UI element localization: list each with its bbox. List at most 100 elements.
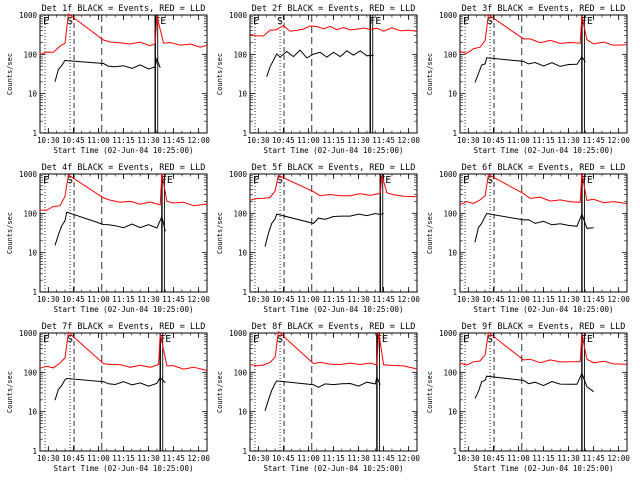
marker-label-e: E: [43, 334, 49, 345]
x-axis-label: Start Time (02-Jun-04 10:25:00): [474, 305, 614, 314]
x-tick-label: 11:15: [112, 454, 135, 463]
marker-label-e: E: [43, 175, 49, 186]
y-tick-label: 1: [452, 447, 457, 456]
x-tick-label: 11:45: [162, 295, 185, 304]
y-tick-label: 100: [233, 368, 247, 377]
x-tick-label: 11:00: [507, 136, 530, 145]
x-tick-label: 12:00: [397, 454, 420, 463]
marker-label-e: E: [43, 16, 49, 27]
x-tick-label: 11:00: [87, 136, 110, 145]
y-tick-label: 10: [238, 90, 248, 99]
plot-frame: [459, 332, 628, 452]
plot-frame: [249, 14, 418, 134]
x-axis-label: Start Time (02-Jun-04 10:25:00): [54, 146, 194, 155]
y-tick-label: 100: [443, 368, 457, 377]
y-axis-label: Counts/sec: [216, 212, 224, 254]
y-tick-label: 100: [233, 209, 247, 218]
x-tick-label: 11:00: [507, 295, 530, 304]
y-axis-label: Counts/sec: [216, 371, 224, 413]
plot-title: Det 5f BLACK = Events, RED = LLD: [252, 163, 416, 173]
x-tick-label: 10:30: [457, 295, 480, 304]
y-tick-label: 10: [238, 408, 248, 417]
lld-series-line: [39, 331, 208, 371]
plot-title: Det 4f BLACK = Events, RED = LLD: [42, 163, 206, 173]
x-tick-label: 10:30: [457, 454, 480, 463]
lld-series-line: [459, 331, 628, 366]
plot-title: Det 8f BLACK = Events, RED = LLD: [252, 322, 416, 332]
x-tick-label: 12:00: [397, 295, 420, 304]
x-tick-label: 11:30: [557, 136, 580, 145]
plot-frame: [39, 14, 208, 134]
x-axis-label: Start Time (02-Jun-04 10:25:00): [54, 464, 194, 473]
marker-label-s: S: [67, 334, 73, 345]
y-tick-label: 1: [32, 447, 37, 456]
marker-label-fe: FE: [376, 334, 388, 345]
y-tick-label: 1000: [439, 329, 458, 338]
x-tick-label: 11:45: [162, 454, 185, 463]
x-tick-label: 11:30: [347, 454, 370, 463]
y-tick-label: 100: [443, 50, 457, 59]
plot-title: Det 2f BLACK = Events, RED = LLD: [252, 4, 416, 14]
x-tick-label: 11:45: [582, 454, 605, 463]
x-tick-label: 12:00: [397, 136, 420, 145]
x-tick-label: 10:30: [247, 454, 270, 463]
x-tick-label: 11:30: [137, 136, 160, 145]
y-tick-label: 10: [238, 249, 248, 258]
x-tick-label: 11:15: [322, 295, 345, 304]
y-tick-label: 10: [28, 90, 38, 99]
x-tick-label: 11:00: [87, 295, 110, 304]
lld-series-line: [249, 24, 418, 37]
marker-label-s: S: [487, 16, 493, 27]
x-tick-label: 11:45: [582, 295, 605, 304]
marker-label-s: S: [487, 175, 493, 186]
y-tick-label: 1000: [19, 329, 38, 338]
y-tick-label: 1000: [19, 11, 38, 20]
x-tick-label: 12:00: [607, 454, 630, 463]
lld-series-line: [39, 12, 208, 55]
detector-plot-5: Det 5f BLACK = Events, RED = LLD Counts/s…: [216, 163, 420, 314]
detector-plot-2: Det 2f BLACK = Events, RED = LLD Counts/s…: [216, 4, 420, 155]
x-tick-label: 11:30: [137, 454, 160, 463]
x-tick-label: 10:30: [37, 136, 60, 145]
lld-series-line: [39, 173, 208, 211]
events-series-line: [474, 56, 586, 83]
y-tick-label: 1: [242, 288, 247, 297]
y-tick-label: 100: [233, 50, 247, 59]
y-tick-label: 1000: [229, 170, 248, 179]
marker-label-fe: FE: [581, 175, 593, 186]
plot-frame: [39, 173, 208, 293]
marker-label-fe: FE: [159, 334, 171, 345]
detector-plot-6: Det 6f BLACK = Events, RED = LLD Counts/s…: [426, 163, 630, 314]
lld-series-line: [459, 173, 628, 206]
x-axis-label: Start Time (02-Jun-04 10:25:00): [474, 146, 614, 155]
x-axis-label: Start Time (02-Jun-04 10:25:00): [264, 464, 404, 473]
x-tick-label: 11:15: [112, 295, 135, 304]
marker-label-fe: FE: [581, 16, 593, 27]
x-tick-label: 11:30: [137, 295, 160, 304]
x-tick-label: 10:45: [62, 454, 85, 463]
y-axis-label: Counts/sec: [6, 371, 14, 413]
x-tick-label: 10:30: [247, 136, 270, 145]
x-tick-label: 11:15: [322, 454, 345, 463]
marker-label-s: S: [277, 334, 283, 345]
y-axis-label: Counts/sec: [6, 212, 14, 254]
x-tick-label: 11:00: [297, 295, 320, 304]
marker-label-s: S: [67, 175, 73, 186]
marker-label-s: S: [277, 175, 283, 186]
events-series-line: [54, 211, 166, 246]
x-tick-label: 12:00: [187, 454, 210, 463]
y-tick-label: 1000: [439, 170, 458, 179]
x-tick-label: 12:00: [187, 136, 210, 145]
x-tick-label: 11:45: [582, 136, 605, 145]
y-tick-label: 100: [23, 368, 37, 377]
x-tick-label: 11:30: [347, 136, 370, 145]
y-tick-label: 100: [443, 209, 457, 218]
x-tick-label: 11:15: [322, 136, 345, 145]
y-tick-label: 10: [28, 249, 38, 258]
y-tick-label: 1: [452, 129, 457, 138]
y-axis-label: Counts/sec: [426, 371, 434, 413]
marker-label-fe: FE: [154, 16, 166, 27]
x-tick-label: 11:00: [507, 454, 530, 463]
